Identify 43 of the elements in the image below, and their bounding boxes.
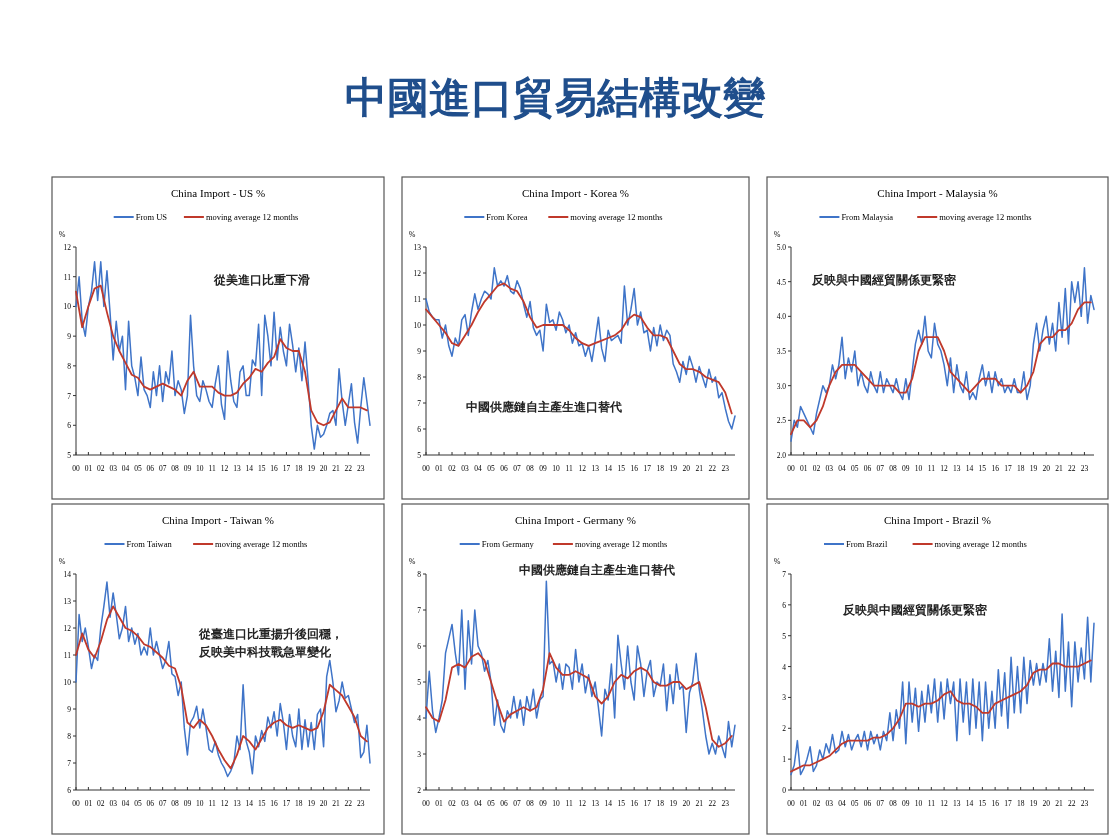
line-series (790, 301, 1092, 436)
line-series (425, 267, 736, 430)
y-axis-title: % (773, 557, 781, 566)
y-axis-title: % (58, 230, 66, 239)
annotation: 從臺進口比重揚升後回穩， (198, 626, 344, 641)
annotation: 中國供應鏈自主產生進口替代 (466, 399, 623, 414)
chart-title: China Import - Taiwan % (161, 514, 275, 526)
annotation: 反映美中科技戰急單變化 (198, 644, 333, 659)
annotation: 反映與中國經貿關係更緊密 (841, 603, 988, 618)
legend-label: moving average 12 months (574, 539, 668, 549)
legend-label: From Malaysia (841, 212, 894, 222)
line-series (75, 581, 371, 778)
line-series (75, 261, 371, 450)
line-series (75, 605, 368, 770)
chart-title: China Import - Korea % (522, 187, 629, 199)
chart-title: China Import - Brazil % (884, 514, 991, 526)
chart-title: China Import - US % (170, 187, 266, 199)
y-axis-title: % (408, 230, 416, 239)
legend-label: moving average 12 months (570, 212, 663, 222)
y-axis-title: % (408, 557, 416, 566)
line-series (425, 580, 736, 759)
y-axis-title: % (773, 230, 781, 239)
legend-label: moving average 12 months (205, 212, 299, 222)
legend-label: moving average 12 months (215, 539, 308, 549)
chart-title: China Import - Germany % (515, 514, 636, 526)
legend-label: From Brazil (846, 539, 888, 549)
legend-label: From Taiwan (126, 539, 173, 549)
legend-label: moving average 12 months (934, 539, 1027, 549)
legend-label: From Korea (486, 212, 528, 222)
annotation: 從美進口比重下滑 (213, 272, 311, 287)
line-series (425, 282, 733, 415)
annotation: 反映與中國經貿關係更緊密 (811, 272, 958, 287)
legend-label: From Germany (481, 539, 535, 549)
legend-label: moving average 12 months (939, 212, 1032, 222)
chart-title: China Import - Malaysia % (877, 187, 998, 199)
line-series (75, 284, 368, 427)
y-axis-title: % (58, 557, 66, 566)
annotation: 中國供應鏈自主產生進口替代 (518, 563, 675, 578)
line-series (425, 652, 733, 748)
line-series (790, 267, 1095, 442)
text: 中國進口貿易結構改變 (345, 74, 766, 121)
line-series (790, 659, 1092, 773)
legend-label: From US (135, 212, 168, 222)
